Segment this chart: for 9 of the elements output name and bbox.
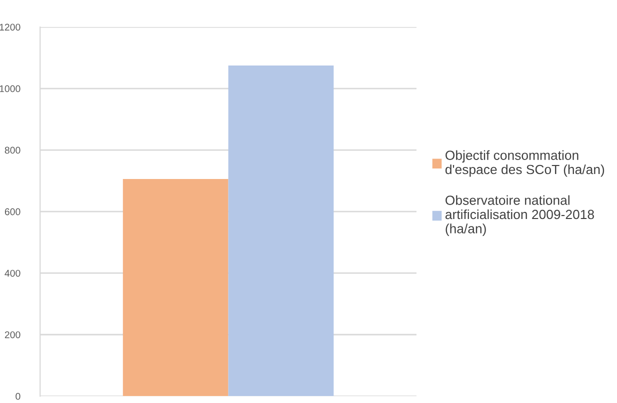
y-tick-label: 200 bbox=[4, 331, 20, 338]
y-tick-label: 400 bbox=[4, 270, 20, 277]
y-tick-label: 1000 bbox=[0, 85, 20, 92]
legend-label: Objectif consommation d'espace des SCoT (ha/an) bbox=[445, 150, 604, 177]
y-tick-label: 1200 bbox=[0, 24, 20, 31]
y-tick-label: 0 bbox=[16, 392, 20, 400]
y-tick-label: 600 bbox=[4, 208, 20, 216]
legend-label: Observatoire national artificialisation 2009-2018 (ha/an) bbox=[445, 195, 594, 236]
y-tick-label: 800 bbox=[4, 146, 20, 154]
